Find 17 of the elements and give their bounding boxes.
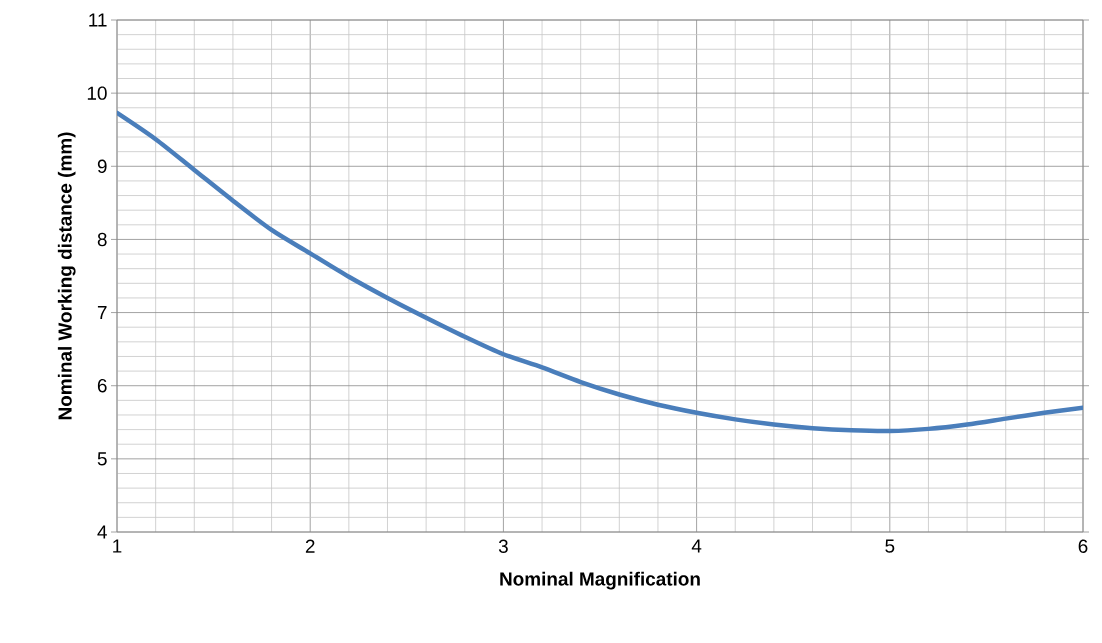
y-tick-label: 11 — [89, 13, 107, 27]
x-tick-label: 2 — [305, 539, 315, 553]
y-tick-label: 6 — [97, 379, 107, 393]
line-series — [117, 110, 1084, 434]
y-tick-label: 9 — [97, 159, 107, 173]
x-tick-label: 6 — [1078, 539, 1088, 553]
y-tick-label: 10 — [87, 86, 107, 100]
y-tick-label: 5 — [97, 452, 107, 466]
y-tick-label: 8 — [97, 232, 107, 247]
y-axis-title: Nominal Working distance (mm) — [57, 132, 76, 420]
x-tick-label: 5 — [885, 539, 895, 553]
x-tick-label: 1 — [113, 539, 122, 553]
x-tick-label: 4 — [691, 539, 702, 553]
x-axis-title: Nominal Magnification — [500, 571, 700, 590]
x-tick-label: 3 — [498, 539, 508, 553]
y-tick-label: 4 — [97, 525, 107, 539]
y-tick-label: 7 — [97, 306, 107, 320]
